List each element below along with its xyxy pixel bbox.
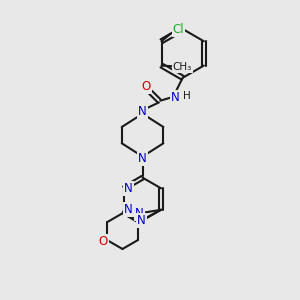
Text: N: N <box>124 182 133 195</box>
Text: N: N <box>171 91 180 103</box>
Text: Cl: Cl <box>173 23 184 36</box>
Text: O: O <box>142 80 151 94</box>
Text: N: N <box>138 105 147 118</box>
Text: N: N <box>124 203 133 216</box>
Text: CH₃: CH₃ <box>173 62 192 72</box>
Text: N: N <box>137 214 146 227</box>
Text: H: H <box>183 91 190 100</box>
Text: N: N <box>138 152 147 165</box>
Text: O: O <box>99 235 108 248</box>
Text: N: N <box>135 207 144 220</box>
